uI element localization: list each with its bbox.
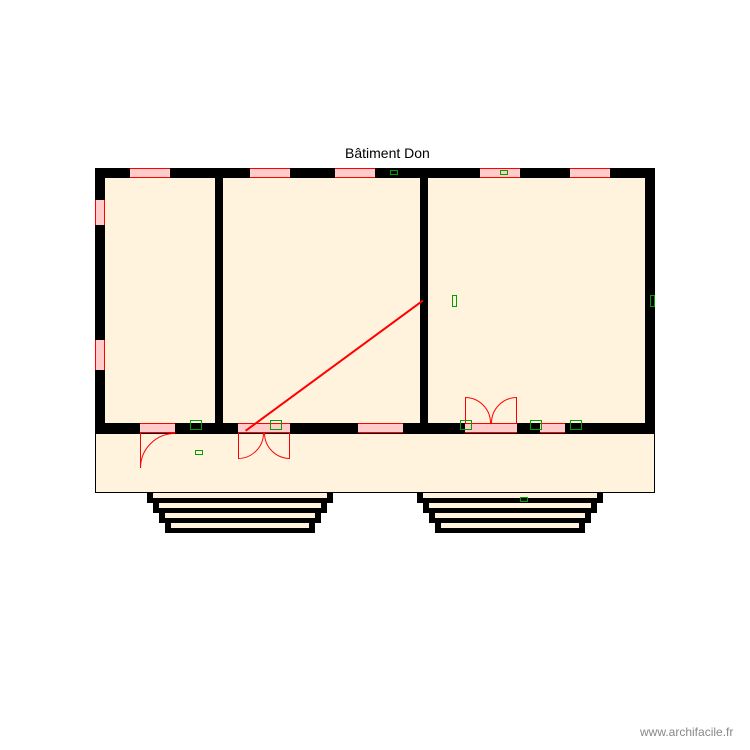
stair-0-step-0 [147,493,333,503]
stair-0-step-3 [165,523,315,533]
door-opening-0 [140,423,175,433]
plan-title: Bâtiment Don [345,145,430,161]
window-top-0 [130,168,170,178]
green-mark-5 [270,420,282,430]
green-mark-9 [195,450,203,455]
green-mark-6 [460,420,472,430]
window-top-4 [570,168,610,178]
door-leaf-1-r [289,433,290,459]
inner-wall-0 [215,168,223,433]
door-leaf-2-r [516,397,517,423]
stair-1-step-3 [435,523,585,533]
window-left-0 [95,200,105,225]
stair-1-step-0 [417,493,603,503]
window-left-1 [95,340,105,370]
window-bottom-1 [540,423,565,433]
green-mark-10 [520,497,528,502]
floor-main [95,168,655,433]
green-mark-8 [570,420,582,430]
door-leaf-1-l [238,433,239,459]
corridor [95,433,655,493]
door-opening-2 [465,423,517,433]
stair-1-step-1 [423,503,597,513]
green-mark-3 [650,295,655,307]
door-leaf-0 [140,433,141,468]
window-bottom-0 [358,423,403,433]
green-mark-0 [390,170,398,175]
stair-0-step-2 [159,513,321,523]
green-mark-1 [500,170,508,175]
watermark: www.archifacile.fr [640,725,733,739]
window-top-2 [335,168,375,178]
window-top-1 [250,168,290,178]
green-mark-7 [530,420,542,430]
green-mark-4 [190,420,202,430]
stair-0-step-1 [153,503,327,513]
green-mark-2 [452,295,457,307]
stair-1-step-2 [429,513,591,523]
